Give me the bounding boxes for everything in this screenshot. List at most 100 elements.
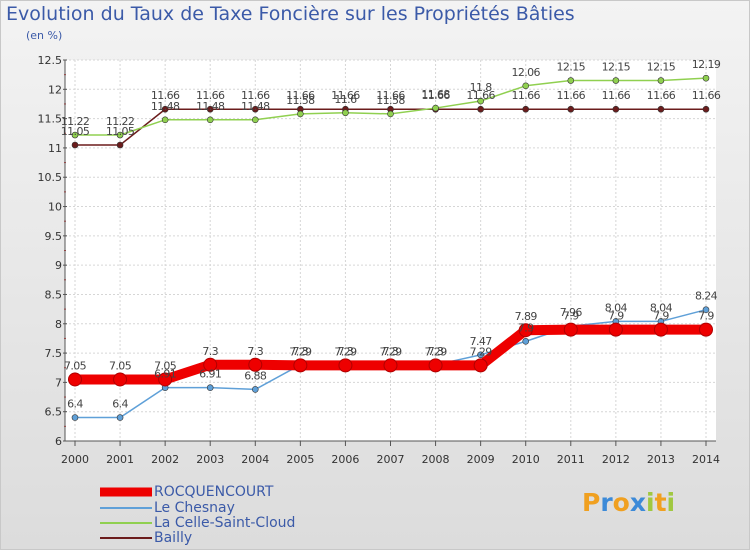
data-label-la-celle-saint-cloud: 12.06 (511, 66, 540, 79)
data-point-bailly (116, 141, 124, 149)
data-label-rocquencourt: 7.29 (289, 345, 312, 358)
data-point-bailly (251, 105, 259, 113)
data-label-bailly: 11.66 (511, 89, 540, 102)
data-point-bailly (657, 105, 665, 113)
data-label-la-celle-saint-cloud: 11.58 (376, 94, 405, 107)
x-tick-label: 2011 (557, 453, 585, 466)
logo-letter: P (582, 488, 601, 517)
data-point-la-celle-saint-cloud (567, 77, 575, 84)
y-tick-label: 8.5 (45, 288, 63, 301)
data-label-bailly: 11.66 (376, 89, 405, 102)
x-tick-label: 2014 (692, 453, 720, 466)
data-point-rocquencourt (473, 358, 488, 373)
data-label-bailly: 11.05 (61, 125, 90, 138)
data-point-bailly (206, 105, 214, 113)
legend-label-le-chesnay: Le Chesnay (154, 500, 235, 516)
data-label-le-chesnay: 8.04 (605, 301, 628, 314)
data-point-rocquencourt (518, 323, 533, 338)
y-tick-label: 12 (48, 83, 62, 96)
chart-subtitle: (en %) (26, 29, 63, 42)
data-point-bailly (567, 105, 575, 113)
data-label-rocquencourt: 7.9 (563, 310, 579, 323)
legend-label-la-celle-saint-cloud: La Celle-Saint-Cloud (154, 515, 296, 531)
data-point-rocquencourt (653, 322, 668, 337)
data-point-la-celle-saint-cloud (387, 110, 394, 118)
x-tick-label: 2010 (512, 453, 540, 466)
data-label-le-chesnay: 6.4 (67, 398, 83, 411)
data-point-le-chesnay (251, 386, 259, 393)
data-label-la-celle-saint-cloud: 11.22 (106, 115, 135, 128)
data-point-la-celle-saint-cloud (432, 104, 439, 112)
data-label-rocquencourt: 7.3 (247, 345, 263, 358)
data-point-rocquencourt (113, 372, 128, 387)
x-tick-label: 2001 (106, 453, 134, 466)
data-point-bailly (71, 141, 79, 149)
logo-letter: i (646, 488, 655, 517)
y-tick-label: 10 (48, 201, 62, 214)
data-label-le-chesnay: 7.3 (338, 345, 354, 358)
y-tick-label: 11.5 (38, 113, 63, 126)
data-label-bailly: 11.66 (557, 89, 586, 102)
logo-letter: x (629, 488, 646, 517)
x-tick-label: 2008 (422, 453, 450, 466)
legend-label-bailly: Bailly (154, 530, 193, 546)
data-label-rocquencourt: 7.9 (653, 310, 669, 323)
data-label-le-chesnay: 6.4 (112, 398, 128, 411)
data-label-bailly: 11.66 (421, 89, 450, 102)
data-label-le-chesnay: 7.96 (560, 306, 583, 319)
data-label-bailly: 11.66 (466, 89, 495, 102)
data-point-la-celle-saint-cloud (657, 77, 665, 84)
y-tick-label: 6 (55, 435, 62, 448)
data-label-rocquencourt: 7.29 (425, 345, 448, 358)
y-tick-label: 10.5 (38, 171, 63, 184)
data-point-la-celle-saint-cloud (522, 82, 530, 90)
data-point-bailly (522, 105, 530, 113)
data-label-rocquencourt: 7.9 (608, 310, 624, 323)
data-label-bailly: 11.66 (151, 89, 180, 102)
y-tick-label: 9.5 (45, 230, 63, 243)
data-point-rocquencourt (608, 322, 623, 337)
data-label-bailly: 11.66 (331, 89, 360, 102)
data-label-rocquencourt: 7.05 (109, 359, 132, 372)
legend-label-rocquencourt: ROCQUENCOURT (154, 484, 274, 500)
data-label-rocquencourt: 7.29 (470, 345, 493, 358)
data-point-rocquencourt (158, 372, 173, 387)
data-point-le-chesnay (71, 414, 79, 421)
y-tick-label: 11 (48, 142, 62, 155)
data-point-rocquencourt (428, 358, 443, 373)
data-point-la-celle-saint-cloud (206, 116, 214, 124)
data-point-bailly (612, 105, 620, 113)
data-label-rocquencourt: 7.9 (698, 310, 714, 323)
y-tick-label: 8 (55, 318, 62, 331)
data-label-la-celle-saint-cloud: 12.15 (557, 61, 586, 74)
x-tick-label: 2000 (61, 453, 89, 466)
data-point-le-chesnay (522, 338, 530, 345)
logo-letter: t (654, 488, 667, 517)
x-tick-label: 2007 (377, 453, 405, 466)
data-label-bailly: 11.05 (106, 125, 135, 138)
data-label-le-chesnay: 7.3 (428, 345, 444, 358)
data-label-le-chesnay: 8.24 (695, 290, 718, 303)
data-point-bailly (161, 105, 169, 113)
x-tick-label: 2005 (286, 453, 314, 466)
data-point-le-chesnay (702, 306, 710, 314)
data-point-la-celle-saint-cloud (702, 74, 710, 82)
data-label-le-chesnay: 7.9 (518, 321, 534, 334)
data-point-la-celle-saint-cloud (251, 116, 259, 124)
data-point-la-celle-saint-cloud (297, 110, 304, 118)
data-label-la-celle-saint-cloud: 11.58 (286, 94, 315, 107)
data-label-bailly: 11.66 (602, 89, 631, 102)
data-label-le-chesnay: 6.91 (154, 368, 176, 381)
data-point-rocquencourt (248, 357, 263, 372)
data-label-bailly: 11.66 (692, 89, 721, 102)
x-tick-label: 2003 (196, 453, 224, 466)
data-point-rocquencourt (699, 322, 713, 337)
data-point-la-celle-saint-cloud (477, 97, 484, 105)
x-tick-label: 2009 (467, 453, 495, 466)
data-label-la-celle-saint-cloud: 12.15 (647, 61, 676, 74)
data-label-la-celle-saint-cloud: 12.15 (602, 61, 631, 74)
data-point-rocquencourt (68, 372, 82, 387)
data-label-la-celle-saint-cloud: 11.6 (334, 93, 357, 106)
logo-letter: r (600, 488, 613, 517)
